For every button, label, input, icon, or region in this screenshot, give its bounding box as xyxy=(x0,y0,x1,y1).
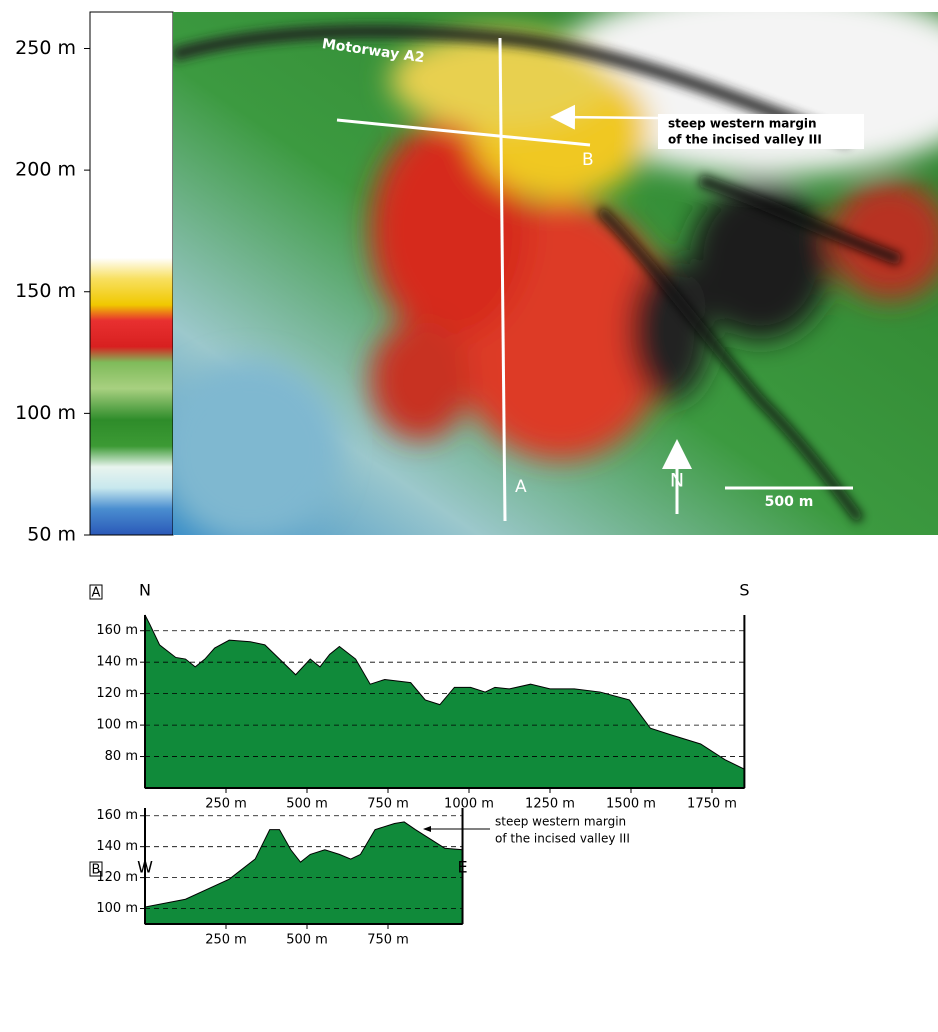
x-tick-label: 500 m xyxy=(286,933,328,948)
y-tick-label: 120 m xyxy=(96,686,138,701)
direction-right: E xyxy=(457,858,467,877)
panel-label: A xyxy=(92,586,101,601)
x-tick-label: 750 m xyxy=(367,797,409,812)
y-tick-label: 100 m xyxy=(96,901,138,916)
x-tick-label: 500 m xyxy=(286,797,328,812)
direction-left: N xyxy=(139,581,151,600)
elevation-map xyxy=(160,0,938,540)
figure: A B Motorway A2 steep western margin of … xyxy=(0,0,938,1028)
point-b-label: B xyxy=(582,150,594,170)
page: { "map": { "colorbar": { "ylim": [50, 26… xyxy=(0,0,938,1028)
y-tick-label: 140 m xyxy=(96,655,138,670)
y-tick-label: 80 m xyxy=(105,749,138,764)
annotation-text: of the incised valley III xyxy=(495,832,630,846)
colorbar-tick-label: 100 m xyxy=(15,402,76,424)
annotation-arrow xyxy=(555,117,658,118)
point-a-label: A xyxy=(515,477,527,497)
scale-bar-label: 500 m xyxy=(765,494,814,510)
x-tick-label: 750 m xyxy=(367,933,409,948)
y-tick-label: 160 m xyxy=(96,808,138,823)
colorbar-tick-label: 250 m xyxy=(15,37,76,59)
colorbar-tick-label: 150 m xyxy=(15,280,76,302)
profile-area xyxy=(145,615,744,788)
annotation-line-1: steep western margin xyxy=(668,117,817,131)
north-label: N xyxy=(670,470,684,492)
annotation-line-2: of the incised valley III xyxy=(668,133,822,147)
y-tick-label: 120 m xyxy=(96,870,138,885)
colorbar-tick-label: 50 m xyxy=(27,524,76,546)
y-tick-label: 160 m xyxy=(96,623,138,638)
y-tick-label: 100 m xyxy=(96,718,138,733)
direction-right: S xyxy=(739,581,749,600)
x-tick-label: 250 m xyxy=(205,797,247,812)
annotation-text: steep western margin xyxy=(495,815,626,829)
x-tick-label: 250 m xyxy=(205,933,247,948)
colorbar-tick-label: 200 m xyxy=(15,159,76,181)
y-tick-label: 140 m xyxy=(96,839,138,854)
panel-label: B xyxy=(92,863,101,878)
x-tick-label: 1250 m xyxy=(525,797,575,812)
direction-left: W xyxy=(137,858,153,877)
x-tick-label: 1750 m xyxy=(687,797,737,812)
colorbar xyxy=(90,12,173,535)
x-tick-label: 1500 m xyxy=(606,797,656,812)
x-tick-label: 1000 m xyxy=(444,797,494,812)
